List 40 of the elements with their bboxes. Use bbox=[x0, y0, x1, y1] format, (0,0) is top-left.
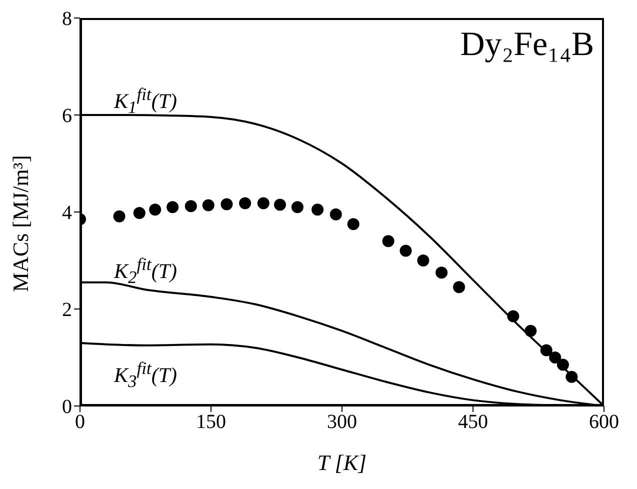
y-tick-label: 4 bbox=[62, 202, 72, 224]
y-tick-label: 8 bbox=[62, 8, 72, 30]
x-tick-label: 450 bbox=[458, 411, 488, 434]
point bbox=[257, 197, 270, 210]
x-tick-label: 300 bbox=[327, 411, 357, 434]
annotation: K$_{2}$$^{fit}$(T) bbox=[114, 254, 178, 288]
point bbox=[540, 344, 552, 356]
point bbox=[312, 204, 324, 216]
point bbox=[347, 218, 360, 230]
y-tick-label: 0 bbox=[62, 396, 72, 418]
point bbox=[149, 204, 162, 216]
x-axis-title: T [K] bbox=[317, 450, 367, 475]
point bbox=[202, 199, 214, 212]
annotation: K$_{1}$$^{fit}$(T) bbox=[114, 84, 178, 118]
chart-title: Dy₂Fe₁₄B bbox=[460, 26, 594, 64]
point bbox=[330, 208, 342, 220]
point bbox=[113, 210, 126, 222]
point bbox=[417, 254, 430, 266]
point bbox=[566, 370, 578, 383]
point bbox=[436, 266, 448, 279]
y-tick-label: 6 bbox=[62, 105, 72, 128]
point bbox=[239, 197, 252, 210]
point bbox=[453, 281, 466, 294]
point bbox=[274, 198, 286, 211]
point bbox=[382, 235, 394, 248]
point bbox=[549, 352, 562, 364]
y-axis-title: MACs [MJ/m³] bbox=[8, 155, 33, 292]
point bbox=[400, 244, 412, 257]
y-tick-label: 2 bbox=[62, 299, 72, 322]
x-tick-label: 600 bbox=[589, 411, 619, 434]
point bbox=[524, 324, 537, 337]
point bbox=[220, 198, 233, 210]
annotation: K$_{3}$$^{fit}$(T) bbox=[114, 358, 178, 392]
point bbox=[184, 200, 197, 212]
point bbox=[166, 201, 179, 214]
point bbox=[133, 206, 146, 219]
x-tick-label: 150 bbox=[196, 411, 226, 434]
point bbox=[556, 358, 569, 371]
point bbox=[507, 310, 520, 322]
point bbox=[291, 201, 304, 214]
